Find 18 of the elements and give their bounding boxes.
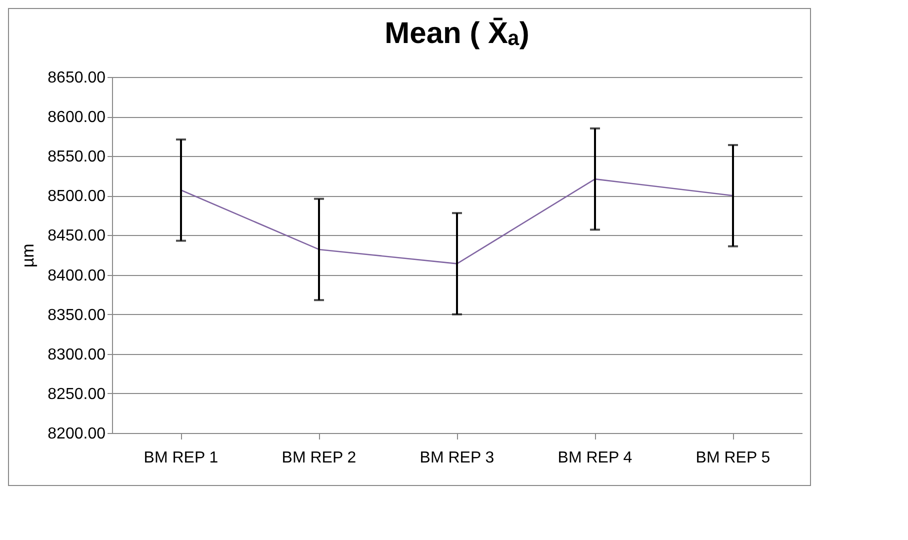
- y-tick-label: 8300.00: [48, 346, 106, 364]
- x-tick-label: BM REP 5: [696, 450, 770, 466]
- y-tick-label: 8400.00: [48, 267, 106, 284]
- x-tick-label: BM REP 4: [558, 450, 632, 466]
- y-tick-label: 8550.00: [48, 148, 106, 166]
- y-tick-label: 8200.00: [48, 426, 106, 442]
- y-tick-label: 8600.00: [48, 109, 106, 126]
- y-tick-label: 8250.00: [48, 386, 106, 403]
- x-tick-label: BM REP 2: [282, 450, 356, 466]
- y-tick-label: 8350.00: [48, 306, 106, 324]
- y-tick-label: 8500.00: [48, 188, 106, 206]
- chart-title: Mean ( X̄ₐ): [384, 17, 530, 50]
- x-tick-label: BM REP 1: [144, 450, 218, 466]
- y-tick-label: 8450.00: [48, 228, 106, 245]
- line-series: [180, 178, 734, 264]
- y-axis-title: µm: [18, 244, 38, 268]
- x-tick-label: BM REP 3: [420, 450, 494, 466]
- y-tick-label: 8650.00: [48, 70, 106, 86]
